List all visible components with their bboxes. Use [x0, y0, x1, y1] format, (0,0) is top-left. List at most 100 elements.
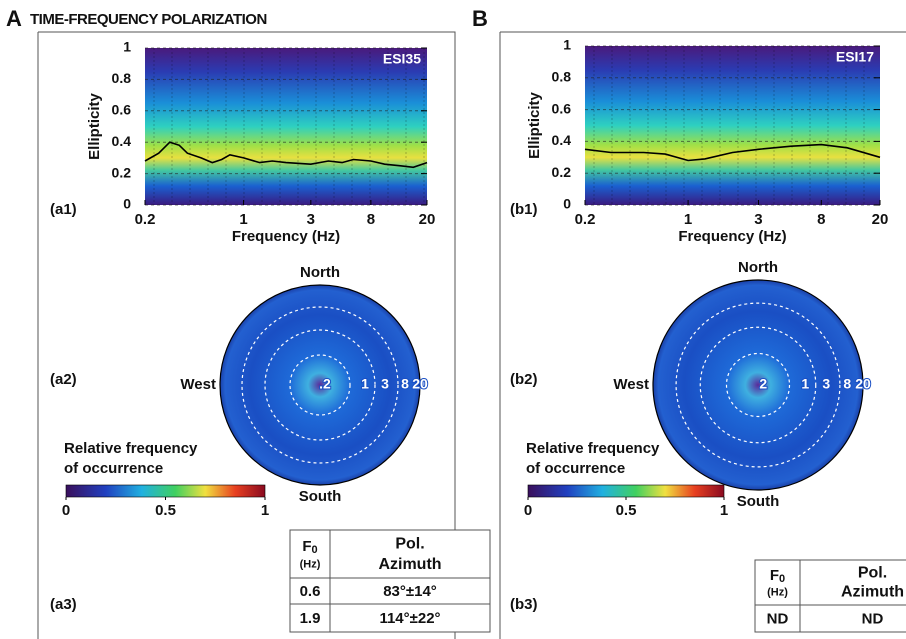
- polar-ring: [264, 329, 376, 441]
- colorbar: [527, 484, 725, 498]
- polar-ring: [675, 302, 841, 468]
- ring-label: 20: [412, 376, 428, 392]
- ring-label: 20: [855, 376, 871, 392]
- header-symbol: F: [770, 567, 779, 584]
- header-col2: Azimuth: [378, 556, 441, 573]
- x-tick-label: 0.2: [575, 211, 596, 228]
- colorbar-title: Relative frequency: [64, 440, 198, 457]
- ring-label: .2: [319, 376, 331, 392]
- panel-label: (a3): [50, 596, 77, 613]
- header-f0: F0: [302, 538, 317, 556]
- table-cell: 0.6: [300, 583, 321, 600]
- colorbar-title: Relative frequency: [526, 440, 660, 457]
- ring-label: 1: [361, 376, 369, 392]
- y-tick-label: 1: [563, 37, 571, 53]
- table-frame: [754, 559, 906, 633]
- header-unit: (Hz): [767, 586, 788, 598]
- y-tick-label: 0.2: [112, 164, 132, 180]
- x-tick-label: 8: [817, 211, 825, 228]
- polar-histogram: [219, 284, 421, 486]
- header-symbol: F: [302, 538, 311, 555]
- y-tick-label: 0.4: [552, 132, 572, 148]
- ring-label: 3: [381, 376, 389, 392]
- ellipticity-line: [144, 141, 428, 169]
- x-tick-label: 1: [239, 211, 247, 228]
- station-label: ESI35: [383, 51, 421, 67]
- panel-label: (b1): [510, 201, 538, 218]
- header-unit: (Hz): [300, 558, 321, 570]
- colorbar-title: of occurrence: [64, 460, 163, 477]
- header-subscript: 0: [779, 573, 785, 585]
- table-cell: 1.9: [300, 610, 321, 627]
- colorbar-tick-label: 1: [261, 502, 269, 519]
- y-tick-label: 0: [123, 196, 131, 212]
- ring-label: 3: [822, 376, 830, 392]
- colorbar-title: of occurrence: [526, 460, 625, 477]
- polar-histogram: [652, 279, 864, 491]
- ring-label: 2: [759, 376, 767, 392]
- y-tick-label: 0.2: [552, 164, 572, 180]
- north-label: North: [300, 264, 340, 281]
- x-tick-label: 3: [754, 211, 762, 228]
- panel-label: (a1): [50, 201, 77, 218]
- y-tick-label: 0: [563, 196, 571, 212]
- south-label: South: [737, 493, 780, 510]
- header-subscript: 0: [312, 544, 318, 556]
- table-cell: ND: [767, 610, 789, 627]
- x-tick-label: 0.2: [135, 211, 156, 228]
- y-tick-label: 0.6: [552, 100, 572, 116]
- y-tick-label: 0.6: [112, 102, 132, 118]
- x-tick-label: 1: [684, 211, 692, 228]
- panel-title: TIME-FREQUENCY POLARIZATION: [30, 11, 267, 28]
- polar-ring: [699, 326, 817, 444]
- west-label: West: [613, 376, 649, 393]
- y-tick-label: 1: [123, 39, 131, 55]
- x-tick-label: 3: [307, 211, 315, 228]
- panel-frame: [37, 31, 456, 639]
- ring-label: 1: [801, 376, 809, 392]
- y-tick-label: 0.4: [112, 133, 132, 149]
- polar-ring: [725, 352, 791, 418]
- panel-label: (b2): [510, 371, 538, 388]
- panel-letter: B: [472, 6, 488, 31]
- north-label: North: [738, 259, 778, 276]
- colorbar-tick-label: 0: [524, 502, 532, 519]
- colorbar-tick-label: 0: [62, 502, 70, 519]
- panel-frame: [499, 31, 906, 639]
- y-axis-label: Ellipticity: [86, 93, 103, 160]
- ellipticity-line: [584, 143, 881, 162]
- west-label: West: [180, 376, 216, 393]
- station-label: ESI17: [836, 49, 874, 65]
- colorbar-tick-label: 0.5: [155, 502, 176, 519]
- y-tick-label: 0.8: [552, 69, 572, 85]
- x-tick-label: 20: [872, 211, 889, 228]
- x-tick-label: 8: [367, 211, 375, 228]
- ring-label: 8: [401, 376, 409, 392]
- x-tick-label: 20: [419, 211, 436, 228]
- table-cell: 114°±22°: [379, 610, 440, 627]
- table-cell: 83°±14°: [383, 583, 437, 600]
- ring-label: 8: [843, 376, 851, 392]
- table-frame: [289, 529, 491, 633]
- header-f0: F0: [770, 567, 785, 585]
- table-cell: ND: [862, 610, 884, 627]
- y-axis-label: Ellipticity: [526, 92, 543, 159]
- colorbar: [65, 484, 266, 498]
- x-axis-label: Frequency (Hz): [678, 228, 786, 245]
- heatmap: [585, 46, 880, 205]
- south-label: South: [299, 488, 342, 505]
- colorbar-tick-label: 1: [720, 502, 728, 519]
- panel-label: (b3): [510, 596, 538, 613]
- polar-ring: [241, 306, 399, 464]
- panel-letter: A: [6, 6, 22, 31]
- header-col2: Pol.: [395, 536, 424, 553]
- heatmap: [145, 48, 427, 205]
- polar-ring: [289, 354, 351, 416]
- colorbar-tick-label: 0.5: [616, 502, 637, 519]
- panel-label: (a2): [50, 371, 77, 388]
- header-col2: Pol.: [858, 565, 887, 582]
- x-axis-label: Frequency (Hz): [232, 228, 340, 245]
- header-col2: Azimuth: [841, 584, 904, 601]
- y-tick-label: 0.8: [112, 70, 132, 86]
